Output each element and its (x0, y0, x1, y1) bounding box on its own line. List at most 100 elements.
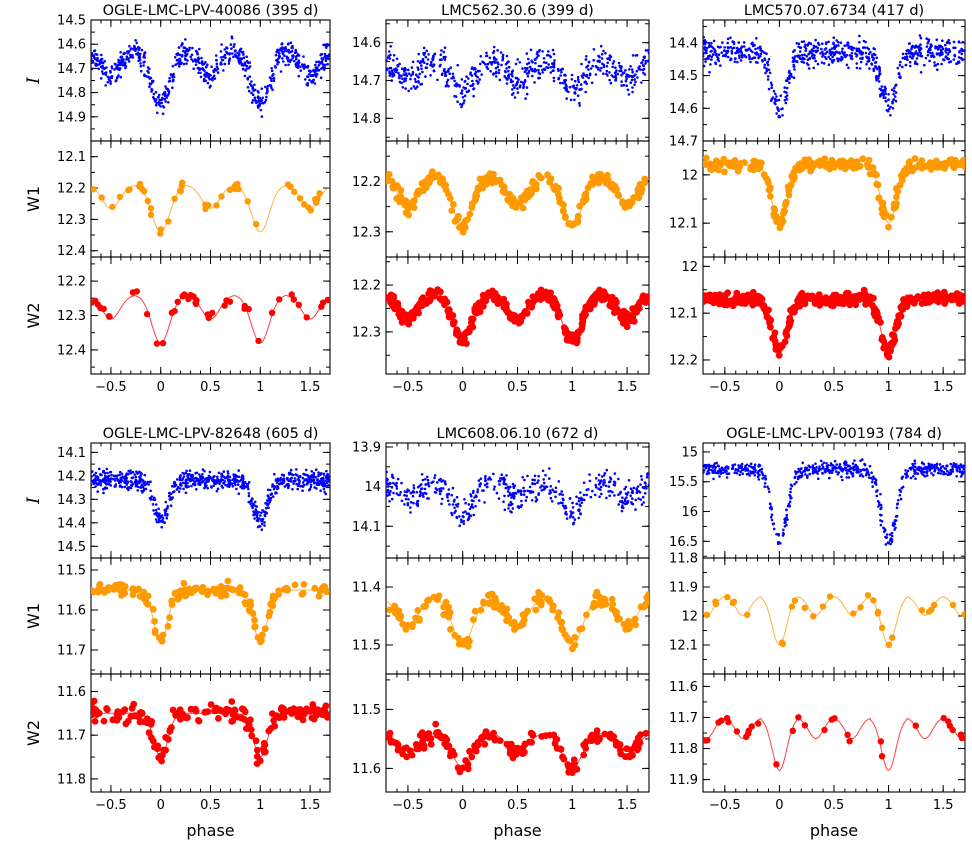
y-tick-label: 14.6 (57, 38, 86, 53)
data-point (235, 479, 239, 482)
data-point (213, 475, 216, 478)
data-point (208, 470, 212, 474)
data-point (630, 78, 634, 82)
data-point (106, 313, 113, 320)
data-point (827, 55, 830, 59)
data-point (723, 46, 726, 49)
data-point (805, 62, 809, 65)
data-point (463, 99, 466, 102)
data-point (456, 63, 460, 67)
data-point (607, 184, 615, 191)
data-point (129, 480, 133, 483)
data-point (813, 54, 816, 57)
data-point (308, 78, 311, 82)
data-point (228, 58, 231, 62)
data-point (160, 101, 163, 105)
data-point (799, 57, 802, 60)
data-point (315, 60, 318, 64)
data-point (297, 482, 301, 486)
data-point (460, 89, 464, 92)
data-point (729, 45, 732, 49)
data-point (192, 300, 200, 308)
data-point (187, 292, 194, 299)
data-point (153, 340, 161, 347)
data-point (518, 61, 522, 64)
data-point (126, 186, 133, 193)
data-point (109, 69, 112, 73)
data-point (959, 56, 963, 60)
data-point (494, 58, 498, 61)
data-point (489, 288, 497, 296)
data-point (646, 49, 649, 52)
data-point (560, 70, 563, 74)
data-point (919, 71, 923, 74)
data-point (91, 52, 94, 55)
data-point (106, 471, 109, 475)
data-point (287, 183, 294, 190)
data-point (291, 488, 294, 491)
data-point (773, 101, 776, 104)
data-w1 (91, 179, 330, 237)
data-point (103, 471, 107, 475)
data-point (593, 290, 600, 298)
data-point (250, 91, 253, 95)
fit-line (703, 164, 965, 224)
data-point (885, 347, 892, 354)
data-point (765, 61, 769, 64)
data-point (605, 69, 609, 73)
data-point (889, 114, 892, 117)
data-point (403, 77, 407, 80)
data-point (402, 73, 406, 76)
data-point (529, 48, 533, 52)
data-point (852, 46, 856, 50)
data-point (276, 48, 279, 52)
data-point (832, 41, 835, 45)
data-point (401, 86, 405, 89)
data-point (305, 478, 309, 481)
data-point (865, 156, 873, 164)
data-point (106, 81, 110, 84)
data-point (144, 197, 151, 205)
data-point (296, 61, 299, 64)
data-point (157, 96, 160, 99)
data-point (488, 61, 492, 64)
data-point (727, 46, 730, 50)
data-point (187, 485, 190, 488)
data-point (127, 486, 131, 489)
data-point (197, 56, 200, 59)
data-point (431, 57, 435, 61)
data-point (829, 50, 832, 54)
data-point (898, 175, 906, 183)
data-point (579, 88, 583, 91)
data-point (228, 485, 231, 489)
data-point (637, 181, 644, 189)
data-point (201, 473, 204, 476)
data-point (396, 306, 403, 314)
data-point (444, 74, 448, 77)
data-point (589, 297, 596, 304)
data-point (442, 50, 446, 54)
data-point (405, 74, 409, 77)
data-point (620, 74, 623, 77)
data-point (194, 63, 198, 66)
data-point (576, 76, 580, 79)
data-point (424, 176, 432, 184)
data-point (743, 53, 746, 57)
data-point (856, 162, 864, 170)
data-point (253, 500, 257, 504)
data-point (283, 54, 286, 57)
data-point (911, 51, 914, 55)
data-point (635, 54, 639, 57)
data-point (886, 104, 890, 107)
data-point (644, 60, 648, 63)
data-point (238, 49, 241, 53)
data-point (558, 81, 562, 85)
data-point (511, 88, 514, 91)
data-point (204, 481, 208, 484)
data-point (793, 55, 797, 58)
data-point (570, 78, 574, 81)
data-point (814, 59, 817, 63)
data-point (896, 66, 900, 70)
data-point (426, 287, 434, 295)
data-point (473, 72, 477, 76)
